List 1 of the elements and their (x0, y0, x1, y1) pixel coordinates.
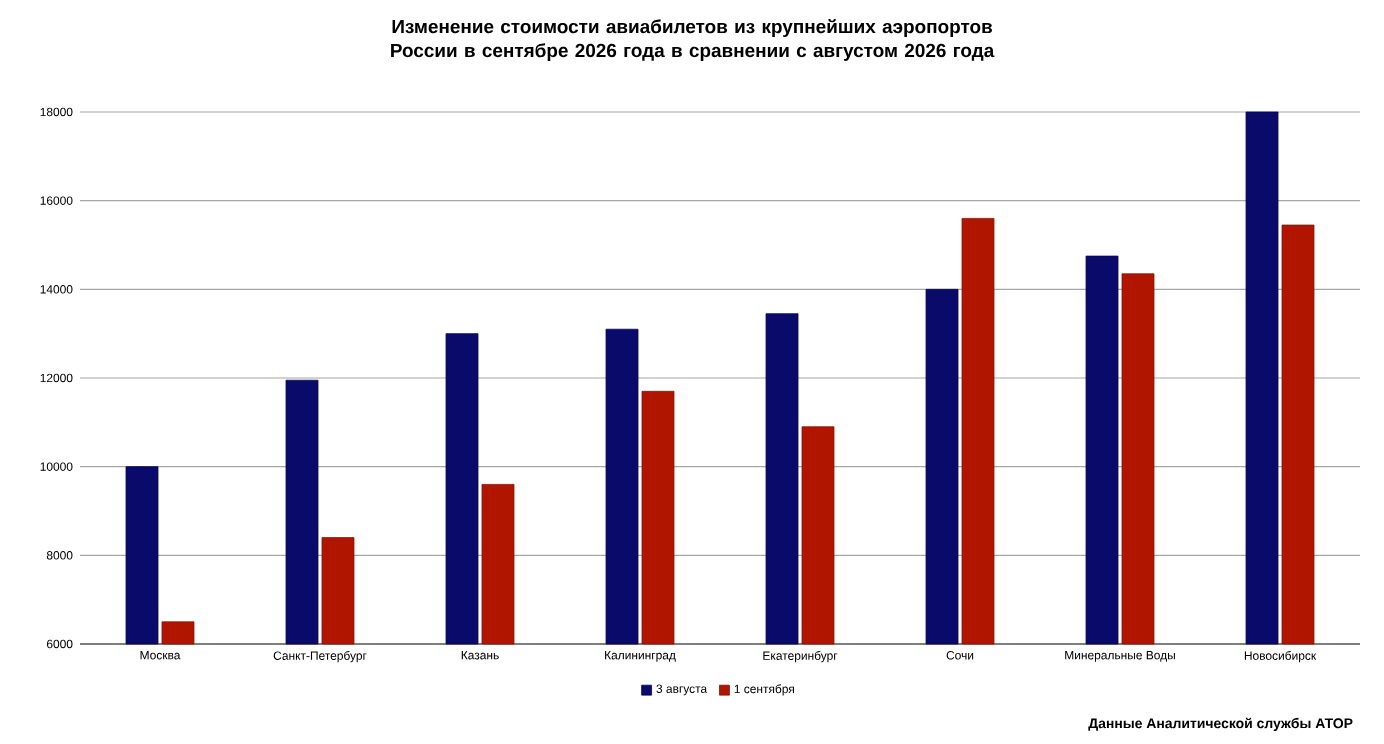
chart-title: Изменение стоимости авиабилетов из крупнейших аэропортов России в сентябре 2026 года в сравнении с августом 2026 года (391, 19, 995, 61)
